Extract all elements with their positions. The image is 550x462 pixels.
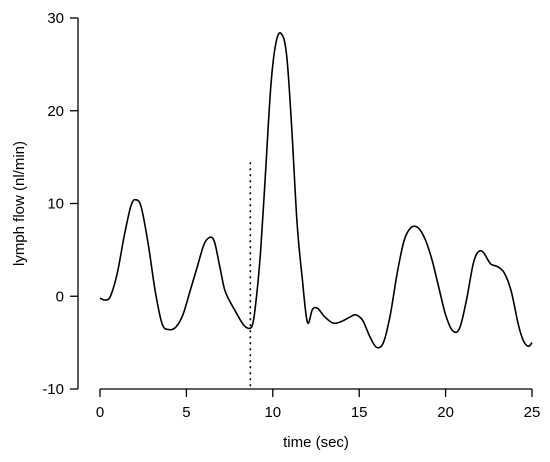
series-line xyxy=(99,31,533,349)
y-tick-label: 10 xyxy=(47,196,64,213)
y-ticks: -10 0 10 20 30 xyxy=(42,10,78,398)
x-tick-label: 25 xyxy=(524,404,541,421)
x-ticks: 0 5 10 15 20 25 xyxy=(96,389,541,421)
plot-marks xyxy=(99,31,533,387)
x-tick-label: 15 xyxy=(351,404,368,421)
x-tick-label: 5 xyxy=(182,404,190,421)
y-tick-label: 20 xyxy=(47,103,64,120)
y-axis-label: lymph flow (nl/min) xyxy=(11,141,28,266)
y-tick-label: -10 xyxy=(42,381,64,398)
y-tick-label: 30 xyxy=(47,10,64,27)
y-tick-label: 0 xyxy=(56,288,64,305)
x-axis-label: time (sec) xyxy=(283,434,349,451)
axes: 0 5 10 15 20 25 -10 0 10 20 30 xyxy=(42,10,540,421)
x-tick-label: 20 xyxy=(437,404,454,421)
x-tick-label: 10 xyxy=(264,404,281,421)
x-tick-label: 0 xyxy=(96,404,104,421)
